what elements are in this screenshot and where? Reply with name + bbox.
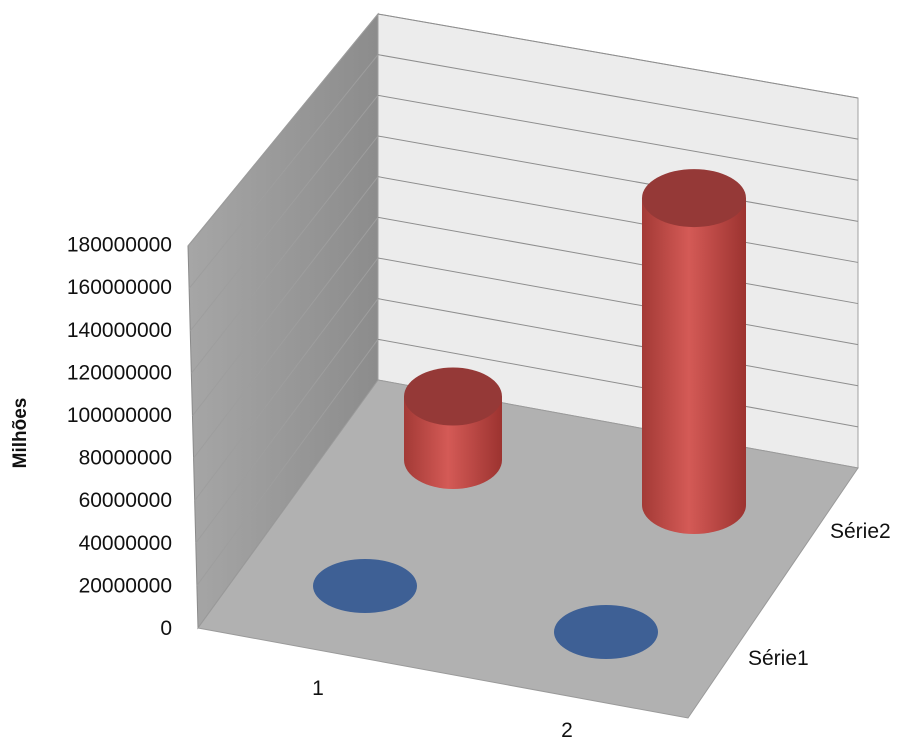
gridline: [377, 54, 859, 140]
gridline: [190, 135, 379, 374]
gridline: [377, 176, 859, 263]
y-tick-label: 0: [160, 617, 172, 640]
bar-base: [554, 605, 658, 659]
bar-Série1-1: [313, 559, 417, 613]
gridline: [195, 298, 379, 544]
x-tick-label: 1: [312, 677, 324, 700]
gridline: [194, 257, 379, 501]
gridline: [196, 339, 379, 586]
bar-top: [404, 367, 502, 426]
series-label: Série1: [748, 647, 809, 670]
y-tick-label: 40000000: [79, 532, 172, 555]
gridline: [377, 216, 859, 305]
bar-Série2-2: [642, 169, 746, 535]
gridline: [189, 95, 379, 332]
x-tick-label: 2: [561, 719, 573, 737]
bar-body: [642, 198, 746, 535]
y-axis-label: Milhões: [10, 398, 31, 469]
y-tick-label: 180000000: [67, 234, 172, 257]
y-tick-label: 100000000: [67, 404, 172, 427]
bar-base: [313, 559, 417, 613]
gridline: [192, 176, 379, 417]
gridline: [187, 13, 379, 247]
gridline: [377, 135, 859, 222]
y-tick-label: 160000000: [67, 276, 172, 299]
gridline: [377, 338, 859, 428]
series-label: Série2: [830, 520, 891, 543]
bar-Série1-2: [554, 605, 658, 659]
bar-top: [642, 169, 746, 228]
gridline: [193, 217, 379, 459]
y-tick-label: 60000000: [79, 489, 172, 512]
gridline: [377, 13, 859, 99]
gridline: [377, 257, 859, 346]
gridline: [377, 298, 859, 387]
bar-Série2-1: [404, 367, 502, 489]
gridline: [188, 54, 379, 289]
gridline: [377, 94, 859, 181]
y-tick-label: 20000000: [79, 574, 172, 597]
y-tick-label: 140000000: [67, 319, 172, 342]
y-tick-label: 80000000: [79, 447, 172, 470]
y-tick-label: 120000000: [67, 361, 172, 384]
